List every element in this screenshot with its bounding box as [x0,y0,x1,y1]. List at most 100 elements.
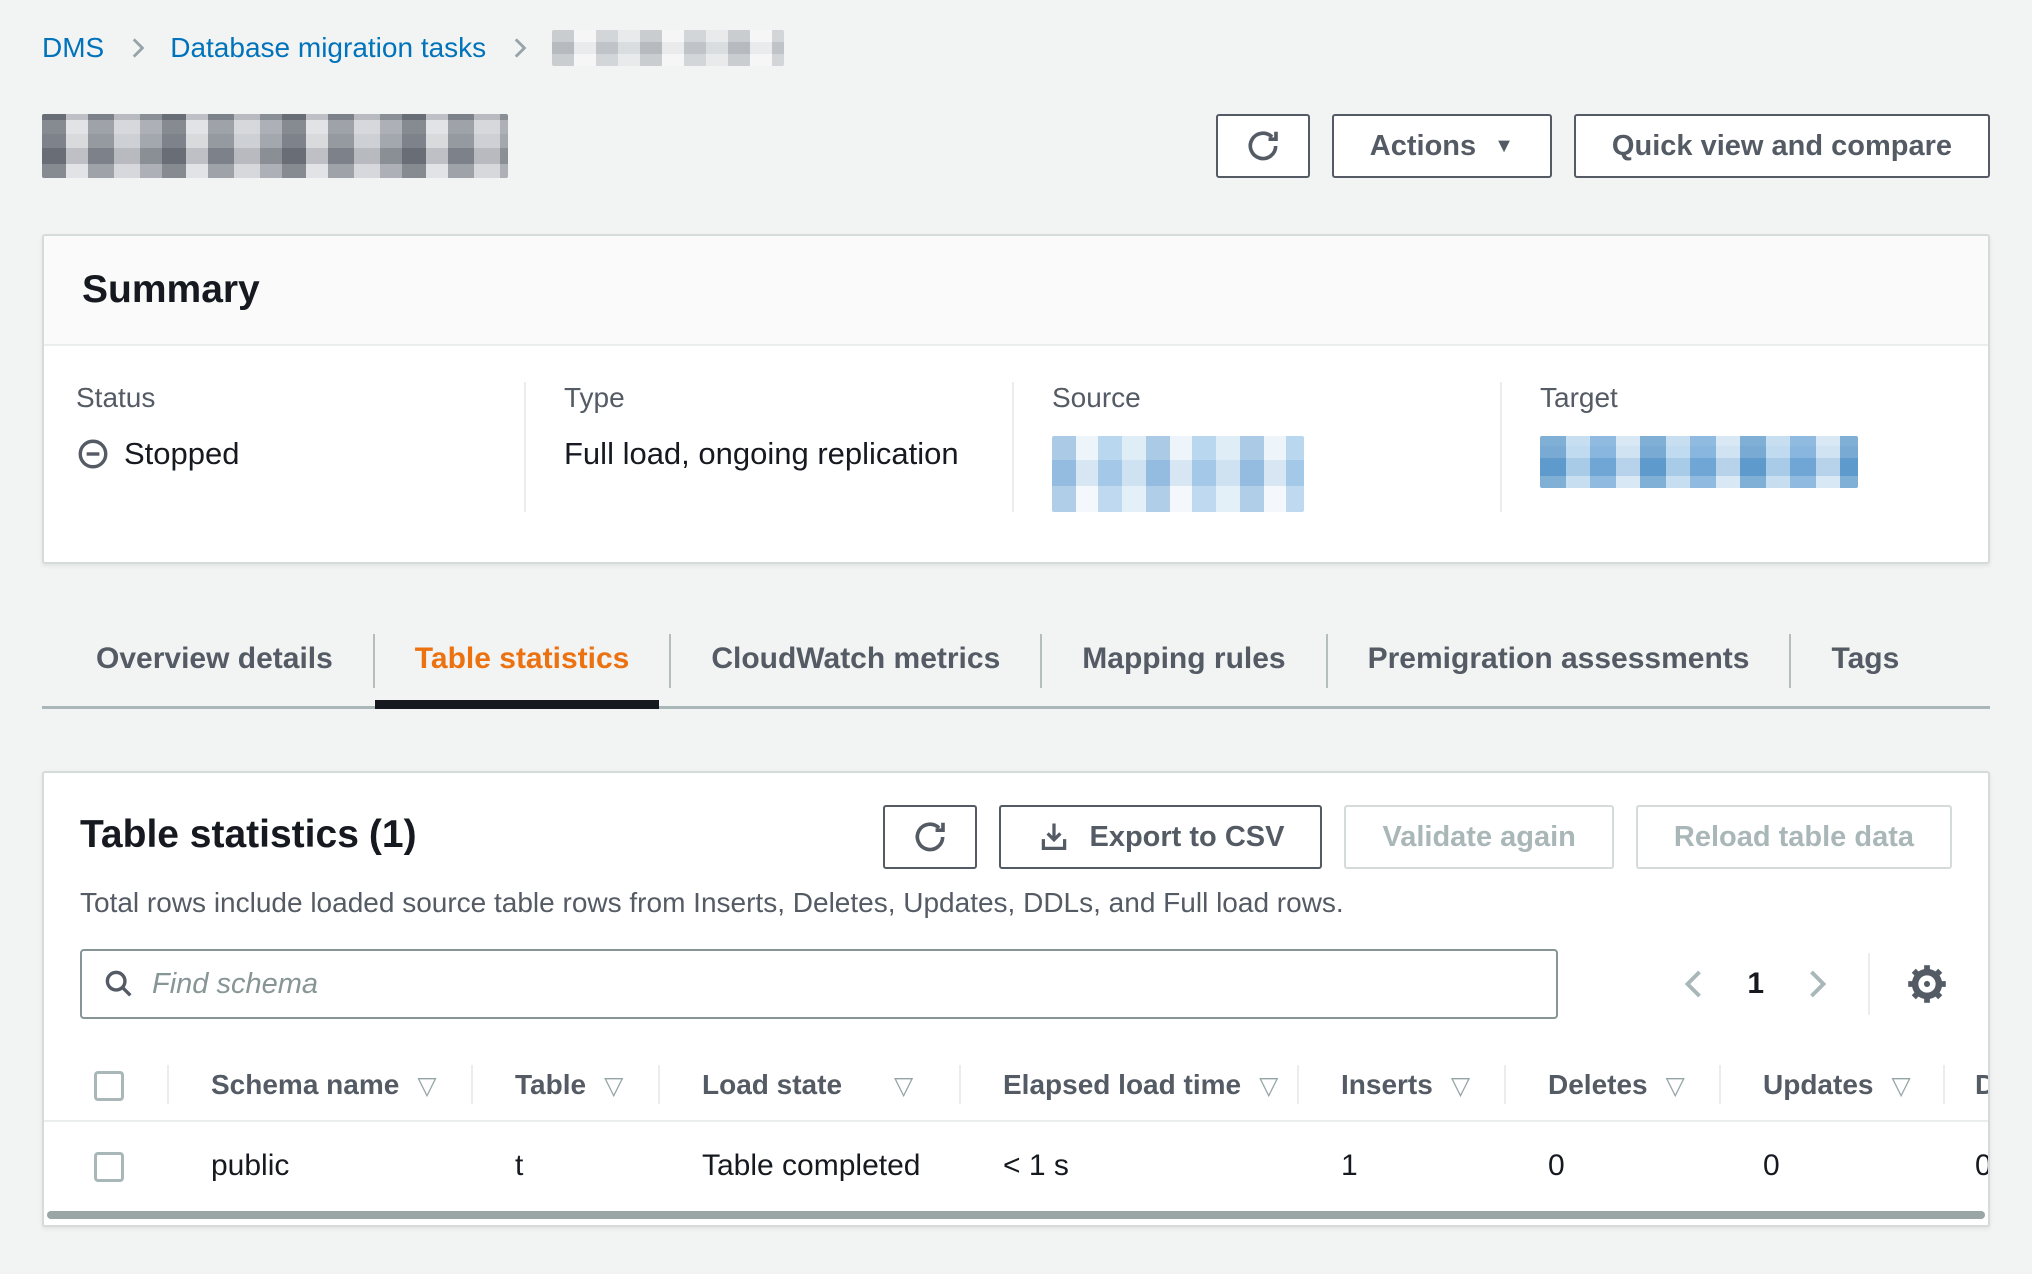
caret-down-icon: ▼ [1494,135,1514,157]
cell-inserts: 1 [1341,1148,1358,1182]
chevron-right-icon [124,35,150,61]
search-row: 1 [44,919,1988,1019]
status-value: Stopped [124,436,240,471]
table-actions: Export to CSV Validate again Reload tabl… [883,805,1952,869]
column-header-ddls[interactable]: DDLs [1943,1049,1988,1122]
target-label: Target [1540,382,1618,413]
breadcrumb-dms[interactable]: DMS [42,32,105,63]
source-label: Source [1052,382,1141,413]
tab-bar: Overview details Table statistics CloudW… [42,616,1990,709]
refresh-icon [911,818,949,856]
breadcrumb-redacted-task-name [552,30,785,66]
tab-divider [1789,634,1792,688]
validate-again-button[interactable]: Validate again [1344,805,1614,869]
pagination: 1 [1677,953,1952,1015]
search-icon [102,967,136,1001]
redacted-page-title [42,114,508,178]
column-header-table[interactable]: Table ▽ [471,1049,658,1122]
cell-table: t [515,1148,524,1182]
export-label: Export to CSV [1089,820,1285,853]
page-header: Actions ▼ Quick view and compare [42,114,1990,178]
column-header-load-state[interactable]: Load state ▽ [658,1049,959,1122]
cell-load-state: Table completed [702,1148,921,1182]
column-header-deletes[interactable]: Deletes ▽ [1504,1049,1719,1122]
previous-page-button[interactable] [1677,966,1713,1002]
pagination-divider [1868,953,1870,1015]
reload-label: Reload table data [1673,820,1914,853]
horizontal-scrollbar[interactable] [47,1211,1985,1219]
tab-divider [372,634,375,688]
summary-header: Summary [44,236,1988,346]
table-statistics-panel: Table statistics (1) Export to CSV [42,771,1990,1227]
column-header-updates[interactable]: Updates ▽ [1719,1049,1943,1122]
sort-icon: ▽ [894,1071,914,1100]
summary-title: Summary [82,268,260,311]
tab-divider [1040,634,1043,688]
refresh-icon [1244,127,1282,165]
column-header-schema-name[interactable]: Schema name ▽ [167,1049,471,1122]
tab-divider [669,634,672,688]
next-page-button[interactable] [1798,966,1834,1002]
quick-view-label: Quick view and compare [1611,129,1952,162]
summary-field-source: Source [1012,382,1500,512]
schema-search-box [80,949,1558,1019]
tab-mapping-rules[interactable]: Mapping rules [1082,642,1286,675]
actions-button-label: Actions [1369,129,1477,162]
type-value: Full load, ongoing replication [564,436,959,471]
redacted-target-link[interactable] [1540,436,1858,488]
sort-icon: ▽ [604,1071,624,1100]
sort-icon: ▽ [1891,1071,1911,1100]
sort-icon: ▽ [1450,1071,1471,1100]
table-refresh-button[interactable] [883,805,978,869]
tab-premigration-assessments[interactable]: Premigration assessments [1367,642,1750,675]
header-actions: Actions ▼ Quick view and compare [1215,114,1990,178]
tab-table-statistics[interactable]: Table statistics [374,616,670,709]
select-all-checkbox[interactable] [94,1070,124,1101]
download-icon [1037,820,1071,854]
cell-ddls: 0 [1943,1121,1988,1209]
status-label: Status [76,382,156,413]
breadcrumb-database-migration-tasks[interactable]: Database migration tasks [170,32,487,63]
reload-table-data-button[interactable]: Reload table data [1635,805,1952,869]
summary-field-target: Target [1500,382,1988,512]
table-row: public t Table completed < 1 s 1 0 0 0 [44,1121,1988,1209]
gear-icon[interactable] [1904,961,1950,1007]
cell-elapsed-load-time: < 1 s [1003,1148,1069,1182]
tab-divider [1325,634,1328,688]
chevron-right-icon [506,35,532,61]
breadcrumb: DMS Database migration tasks [42,30,1990,66]
statistics-table: Schema name ▽ Table ▽ Load state ▽ Elapsed … [44,1049,1988,1209]
summary-panel: Summary Status Stopped Type Full load, o… [42,234,1990,564]
table-statistics-header: Table statistics (1) Export to CSV [44,773,1988,869]
validate-label: Validate again [1382,820,1576,853]
row-checkbox[interactable] [94,1151,124,1182]
column-header-inserts[interactable]: Inserts ▽ [1297,1049,1504,1122]
tab-cloudwatch-metrics[interactable]: CloudWatch metrics [711,642,1001,675]
table-statistics-title: Table statistics (1) [80,813,417,856]
column-header-elapsed-load-time[interactable]: Elapsed load time ▽ [959,1049,1297,1122]
sort-icon: ▽ [1259,1071,1279,1100]
export-to-csv-button[interactable]: Export to CSV [999,805,1323,869]
quick-view-and-compare-button[interactable]: Quick view and compare [1573,114,1990,178]
refresh-button[interactable] [1215,114,1310,178]
table-header-row: Schema name ▽ Table ▽ Load state ▽ Elapsed … [44,1049,1988,1122]
cell-schema-name: public [211,1148,290,1182]
stopped-icon [76,437,110,471]
sort-icon: ▽ [417,1071,437,1100]
search-input[interactable] [152,967,1536,1001]
table-count: (1) [368,813,417,856]
summary-body: Status Stopped Type Full load, ongoing r… [44,346,1988,562]
cell-deletes: 0 [1548,1148,1565,1182]
summary-field-type: Type Full load, ongoing replication [524,382,1012,512]
table-statistics-description: Total rows include loaded source table r… [80,887,1344,918]
type-label: Type [564,382,625,413]
actions-button[interactable]: Actions ▼ [1331,114,1552,178]
redacted-source-link[interactable] [1052,436,1304,512]
tab-tags[interactable]: Tags [1831,642,1900,675]
summary-field-status: Status Stopped [44,382,524,512]
tab-overview-details[interactable]: Overview details [96,642,333,675]
cell-updates: 0 [1763,1148,1780,1182]
current-page-number[interactable]: 1 [1747,967,1764,1000]
statistics-table-wrapper: Schema name ▽ Table ▽ Load state ▽ Elapsed … [44,1049,1988,1209]
